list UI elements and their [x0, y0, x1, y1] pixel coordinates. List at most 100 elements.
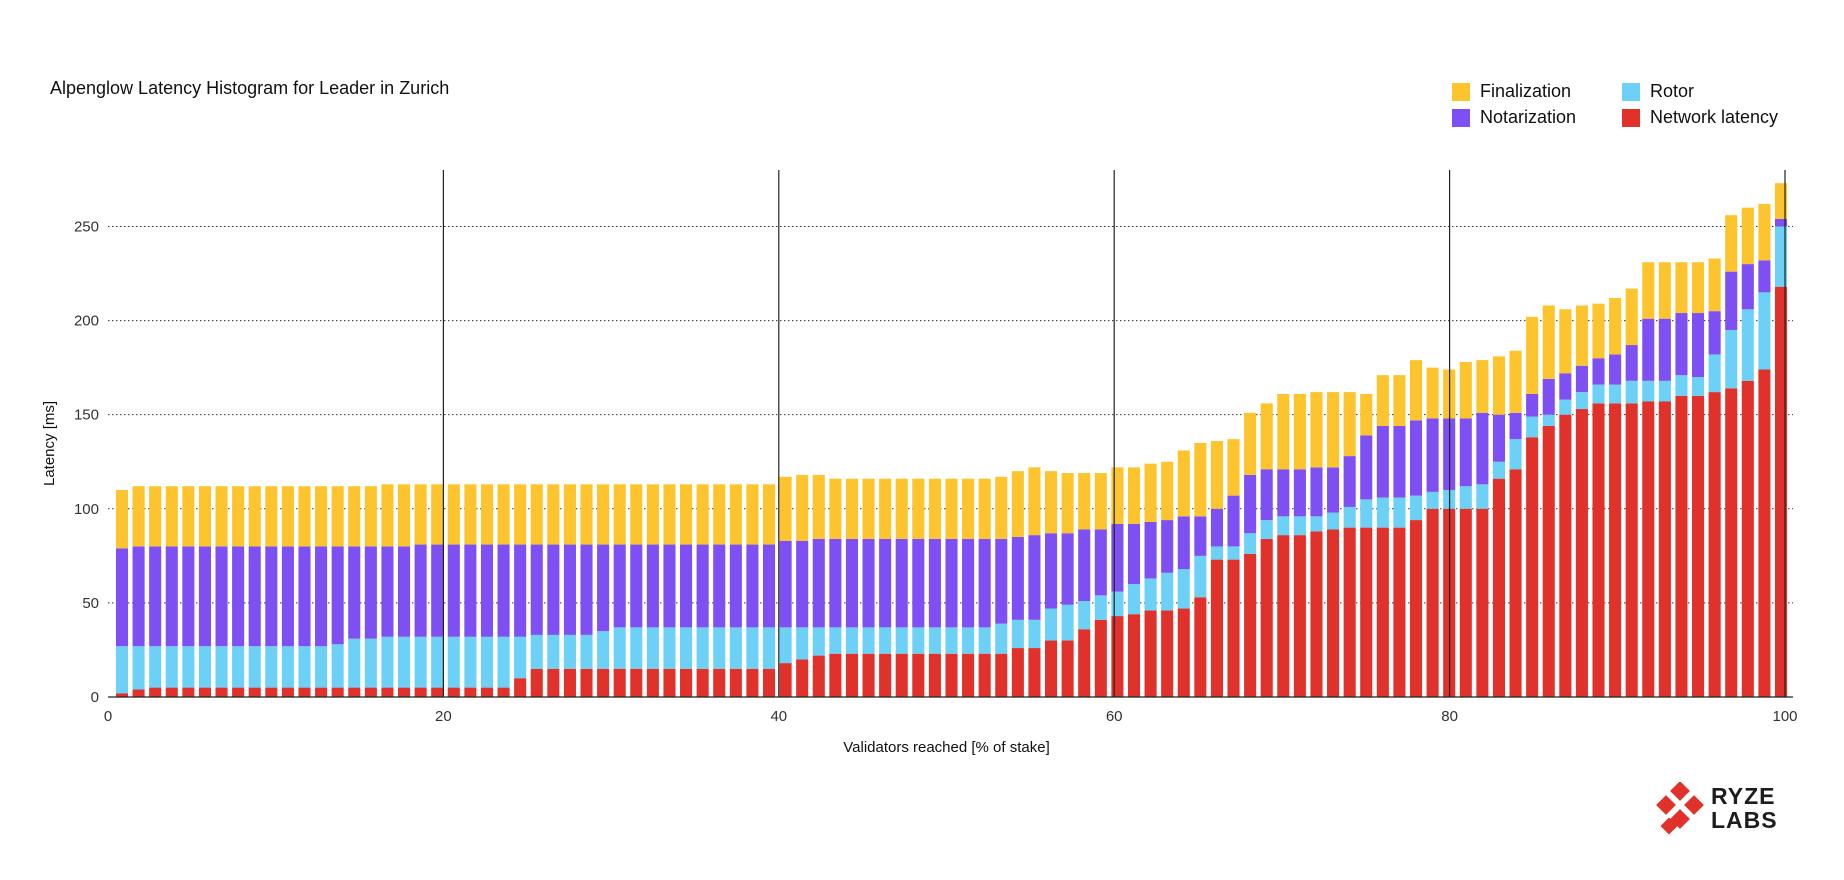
bar-network-latency-1: [132, 689, 145, 697]
bar-network-latency-78: [1409, 520, 1423, 697]
bar-notarization-4: [182, 546, 195, 647]
bar-rotor-15: [364, 638, 377, 688]
legend-label-notarization: Notarization: [1480, 107, 1577, 127]
y-axis-label: Latency [ms]: [41, 401, 58, 486]
bar-rotor-45: [862, 627, 875, 654]
bar-rotor-87: [1559, 399, 1572, 415]
bar-finalization-23: [497, 484, 510, 545]
bar-network-latency-55: [1028, 648, 1041, 697]
x-tick-label-100: 100: [1772, 708, 1797, 725]
bar-finalization-57: [1061, 473, 1074, 534]
legend-swatch-rotor: [1622, 82, 1640, 101]
bar-notarization-50: [945, 538, 958, 628]
bar-finalization-95: [1692, 262, 1705, 314]
bar-notarization-99: [1758, 260, 1771, 293]
bar-network-latency-0: [115, 693, 129, 697]
bar-finalization-21: [464, 484, 477, 545]
bar-rotor-19: [431, 636, 444, 688]
bar-rotor-27: [563, 634, 576, 669]
bar-network-latency-51: [962, 653, 975, 697]
bar-notarization-22: [480, 544, 494, 637]
bar-network-latency-66: [1210, 559, 1223, 697]
bar-network-latency-13: [331, 687, 344, 697]
bar-notarization-53: [995, 538, 1008, 624]
bar-rotor-89: [1592, 384, 1605, 404]
bar-finalization-37: [729, 484, 742, 545]
legend-item-network-latency: Network latency: [1622, 107, 1778, 128]
bar-finalization-62: [1144, 463, 1157, 522]
bar-rotor-40: [779, 627, 792, 664]
bar-rotor-82: [1476, 484, 1489, 509]
bar-finalization-35: [696, 484, 709, 545]
bar-network-latency-57: [1061, 640, 1074, 697]
bar-network-latency-37: [729, 668, 742, 697]
bar-notarization-0: [115, 548, 129, 647]
bar-notarization-16: [381, 546, 394, 637]
bar-finalization-84: [1509, 350, 1522, 413]
bar-rotor-78: [1409, 495, 1423, 521]
bar-notarization-79: [1426, 418, 1439, 492]
bar-network-latency-36: [713, 668, 726, 697]
legend-label-network-latency: Network latency: [1650, 107, 1779, 127]
bar-notarization-2: [149, 546, 162, 647]
bar-notarization-19: [431, 544, 444, 637]
bar-finalization-58: [1078, 473, 1091, 530]
bar-rotor-94: [1675, 375, 1688, 396]
bar-network-latency-56: [1045, 640, 1058, 697]
logo-line-labs: LABS: [1711, 807, 1778, 833]
bar-notarization-38: [746, 544, 759, 628]
bar-notarization-58: [1078, 529, 1091, 602]
bar-rotor-13: [331, 644, 344, 688]
bar-notarization-59: [1094, 529, 1107, 596]
bar-network-latency-77: [1393, 527, 1406, 697]
legend-item-rotor: Rotor: [1622, 81, 1694, 102]
bar-network-latency-21: [464, 687, 477, 697]
bar-notarization-67: [1227, 495, 1240, 547]
bar-notarization-34: [680, 544, 693, 628]
bar-notarization-9: [265, 546, 278, 647]
bar-finalization-3: [165, 486, 178, 547]
bar-network-latency-48: [912, 653, 925, 697]
bar-finalization-77: [1393, 375, 1406, 426]
bar-finalization-24: [514, 484, 527, 545]
bar-network-latency-42: [812, 655, 825, 697]
bar-finalization-50: [945, 478, 958, 539]
bar-rotor-63: [1161, 572, 1174, 611]
bar-rotor-77: [1393, 497, 1406, 528]
bar-finalization-40: [779, 476, 792, 541]
bar-network-latency-25: [530, 668, 543, 697]
bar-network-latency-35: [696, 668, 709, 697]
bar-network-latency-7: [232, 687, 245, 697]
legend-item-finalization: Finalization: [1452, 81, 1571, 102]
logo-line-ryze: RYZE: [1711, 783, 1776, 809]
bar-network-latency-100: [1774, 286, 1788, 697]
bar-network-latency-24: [514, 678, 527, 697]
bar-notarization-90: [1609, 354, 1622, 385]
bar-rotor-64: [1177, 569, 1190, 609]
bar-notarization-37: [729, 544, 742, 628]
bar-finalization-68: [1244, 412, 1257, 475]
x-tick-label-20: 20: [435, 708, 452, 725]
bar-rotor-61: [1127, 584, 1141, 615]
bar-rotor-55: [1028, 619, 1041, 649]
bar-rotor-21: [464, 636, 477, 688]
bar-rotor-93: [1658, 380, 1671, 402]
bar-network-latency-58: [1078, 629, 1091, 697]
bar-network-latency-73: [1327, 529, 1340, 697]
bar-notarization-70: [1277, 469, 1290, 517]
bar-notarization-62: [1144, 521, 1157, 579]
x-tick-label-80: 80: [1441, 708, 1458, 725]
y-tick-label-250: 250: [74, 218, 99, 235]
bar-rotor-39: [762, 627, 776, 669]
bar-rotor-67: [1227, 546, 1240, 560]
bar-network-latency-62: [1144, 610, 1157, 697]
bar-finalization-0: [115, 489, 129, 549]
bar-rotor-5: [198, 646, 211, 688]
bar-network-latency-26: [547, 668, 560, 697]
bar-finalization-99: [1758, 203, 1771, 261]
bar-finalization-26: [547, 484, 560, 545]
bar-network-latency-9: [265, 687, 278, 697]
bar-notarization-82: [1476, 412, 1489, 485]
bar-rotor-54: [1011, 619, 1024, 649]
bar-notarization-69: [1260, 469, 1273, 521]
